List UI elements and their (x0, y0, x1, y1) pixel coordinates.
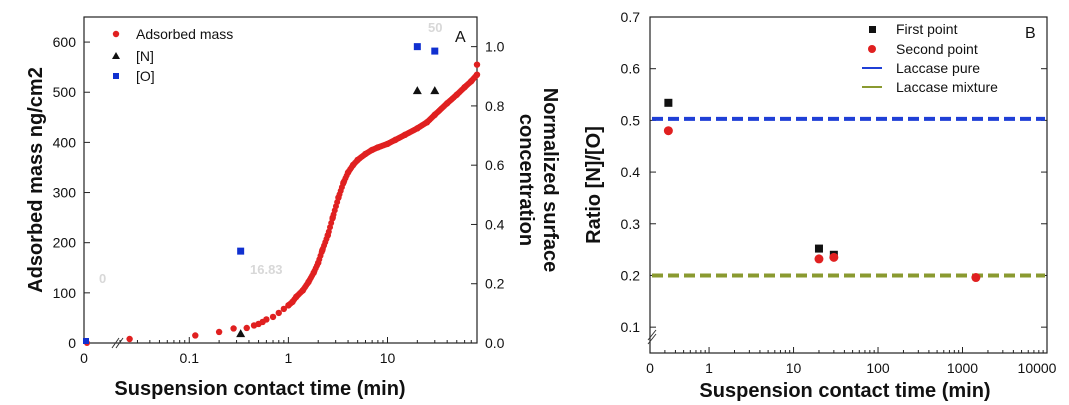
adsorbed-mass-point (126, 335, 133, 343)
panel-a-ytick-right-label: 0.2 (485, 276, 505, 292)
o-point (83, 338, 89, 344)
adsorbed-mass-point (269, 313, 277, 321)
panel-a-ytick-left-label: 400 (53, 134, 77, 150)
panel-b-plot-area (649, 16, 1048, 354)
adsorbed-mass-point (473, 72, 480, 79)
o-point (431, 47, 439, 55)
panel-b-ytick-label: 0.4 (621, 164, 641, 180)
legend-label-n: [N] (136, 48, 154, 64)
panel-a-ytick-right-label: 0.4 (485, 216, 505, 232)
panel-a-xtick-label: 0.1 (180, 350, 200, 366)
annotation-50: 50 (428, 20, 442, 35)
panel-a-legend: Adsorbed mass [N] [O] (112, 26, 233, 84)
adsorbed-mass-point (280, 305, 288, 313)
legend-marker-first (869, 26, 876, 33)
panel-b-xtick-label: 10 (786, 360, 802, 376)
panel-b-ytick-label: 0.2 (621, 267, 641, 283)
panel-b-ticks: 0 1 10 100 1000 10000 0.1 0.2 0.3 0.4 0.5 0.6 0.7 (621, 9, 1057, 376)
second-point-marker (814, 254, 824, 264)
n-point (412, 86, 422, 95)
panel-b-ytick-label: 0.6 (621, 61, 641, 77)
legend-label-o: [O] (136, 68, 155, 84)
panel-a-ytick-left-label: 100 (53, 285, 77, 301)
panel-a-ytick-left-label: 0 (68, 335, 76, 351)
o-point (237, 247, 245, 255)
panel-a-xtick-label: 1 (284, 350, 292, 366)
panel-a-ytick-right-label: 0.8 (485, 98, 505, 114)
panel-b-xtick-label: 0 (646, 360, 654, 376)
panel-b-marks (652, 98, 1045, 283)
panel-b-xlabel: Suspension contact time (min) (699, 380, 990, 402)
annotation-0: 0 (99, 271, 106, 286)
panel-a-ytick-left-label: 200 (53, 235, 77, 251)
legend-marker-adsorbed (112, 30, 120, 38)
panel-b-ylabel: Ratio [N]/[O] (583, 126, 605, 244)
panel-b-legend: First point Second point Laccase pure La… (862, 21, 998, 95)
panel-a-ytick-right-label: 0.0 (485, 335, 505, 351)
panel-b-xtick-label: 100 (866, 360, 890, 376)
o-point (413, 43, 421, 51)
panel-b-xtick-label: 1 (705, 360, 713, 376)
panel-a-ylabel-right-line1: Normalized surface (539, 88, 561, 273)
panel-a-ytick-right-label: 1.0 (485, 39, 505, 55)
panel-a-xtick-label: 0 (80, 350, 88, 366)
legend-label-adsorbed: Adsorbed mass (136, 26, 233, 42)
panel-b-ytick-label: 0.5 (621, 112, 641, 128)
annotation-16-83: 16.83 (250, 262, 283, 277)
panel-a-ytick-left-label: 600 (53, 34, 77, 50)
legend-marker-second (868, 45, 876, 53)
second-point-marker (663, 126, 673, 136)
panel-b-ytick-label: 0.3 (621, 216, 641, 232)
n-point (236, 329, 246, 338)
adsorbed-mass-point (230, 325, 237, 332)
panel-a-ytick-left-label: 300 (53, 185, 77, 201)
first-point-marker (664, 98, 673, 107)
panel-b-xtick-label: 1000 (947, 360, 978, 376)
legend-label-second: Second point (896, 41, 978, 57)
panel-a-chart: 0 0.1 1 1001002003004005006000.00.20.40.60.… (25, 16, 561, 400)
panel-a-marks (83, 43, 481, 346)
legend-label-first: First point (896, 21, 958, 37)
adsorbed-mass-point (275, 309, 282, 317)
panel-a-xtick-label: 10 (380, 350, 396, 366)
first-point-marker (814, 244, 823, 253)
legend-label-laccase-pure: Laccase pure (896, 60, 980, 76)
panel-b-ytick-label: 0.1 (621, 319, 641, 335)
adsorbed-mass-point (192, 332, 199, 339)
panel-a-ticks: 0 0.1 1 1001002003004005006000.00.20.40.60.… (53, 34, 505, 366)
n-point (430, 86, 440, 95)
legend-marker-o (113, 73, 119, 79)
panel-a-xlabel: Suspension contact time (min) (114, 378, 405, 400)
adsorbed-mass-point (215, 328, 223, 336)
panel-a-plot-area (83, 16, 478, 344)
legend-label-laccase-mixture: Laccase mixture (896, 79, 998, 95)
legend-marker-n (112, 52, 120, 59)
panel-a-ylabel-right-line2: concentration (515, 114, 537, 246)
second-point-marker (829, 252, 839, 262)
panel-a-ytick-right-label: 0.6 (485, 157, 505, 173)
second-point-marker (971, 273, 981, 283)
adsorbed-mass-point (263, 316, 270, 323)
panel-b-label: B (1025, 25, 1036, 42)
panel-a-ytick-left-label: 500 (53, 84, 77, 100)
panel-b-xtick-label: 10000 (1018, 360, 1057, 376)
panel-b-axis-break (647, 329, 657, 345)
adsorbed-mass-point (243, 324, 250, 332)
panel-a-ylabel-left: Adsorbed mass ng/cm2 (25, 67, 47, 293)
adsorbed-mass-point (473, 61, 481, 68)
panel-b-ytick-label: 0.7 (621, 9, 641, 25)
panel-a-label: A (455, 29, 466, 46)
